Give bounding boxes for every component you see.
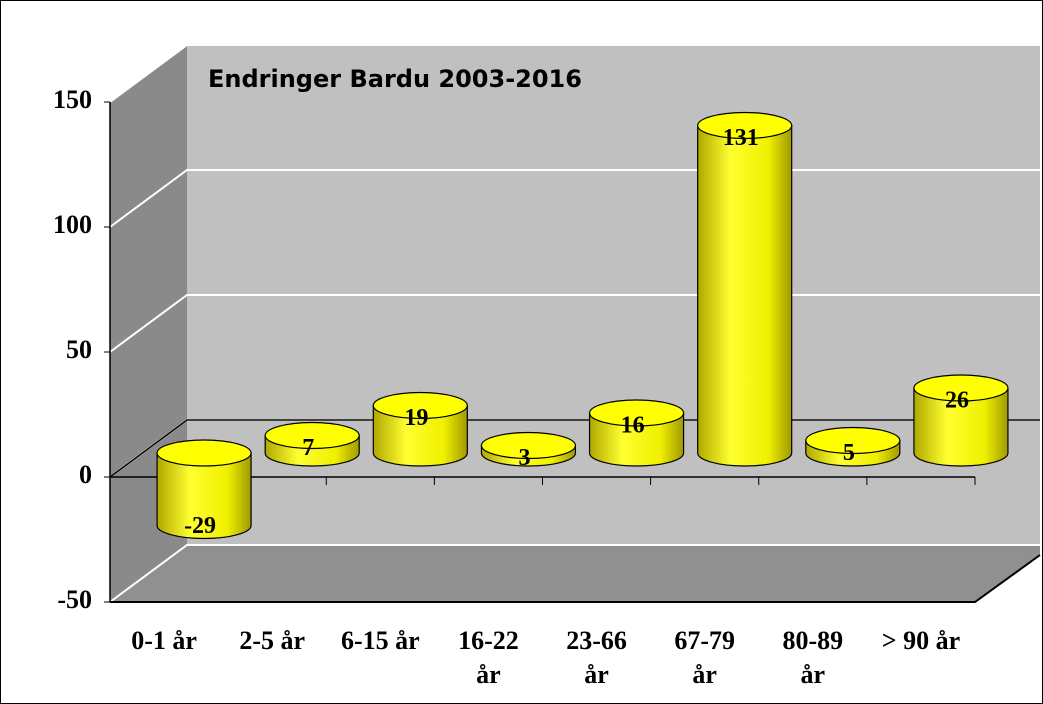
x-tick-label: 2-5 år xyxy=(239,626,306,655)
bar-top xyxy=(913,374,1009,402)
bar xyxy=(913,387,1009,467)
x-tick-label: 16-22 år xyxy=(458,626,519,689)
bar-top xyxy=(805,426,901,455)
floor xyxy=(110,545,1040,602)
bar-top xyxy=(480,431,577,460)
x-tick-label: 80-89 år xyxy=(782,626,844,689)
x-tick-label: > 90 år xyxy=(881,626,961,655)
value-label: 26 xyxy=(945,388,969,414)
x-tick-label: 67-79 år xyxy=(674,626,736,689)
x-tick-label: 6-15 år xyxy=(340,626,420,655)
x-tick-label: 0-1 år xyxy=(131,626,197,655)
value-label: 3 xyxy=(518,445,530,471)
bar-top xyxy=(372,391,468,420)
bar-top xyxy=(264,421,360,450)
y-tick-label: -50 xyxy=(57,585,92,614)
bar-top xyxy=(156,439,252,467)
y-tick-label: 150 xyxy=(53,85,92,114)
value-label: 19 xyxy=(404,405,428,431)
value-label: 5 xyxy=(843,440,855,466)
bar xyxy=(372,404,468,467)
bar-top xyxy=(588,399,685,427)
chart-title: Endringer Bardu 2003-2016 xyxy=(208,65,582,93)
y-tick-label: 50 xyxy=(66,335,92,364)
value-label: -29 xyxy=(184,513,216,539)
floor-edge xyxy=(110,554,1041,603)
grid-line xyxy=(109,544,1040,603)
bar xyxy=(156,452,252,540)
value-label: 7 xyxy=(302,435,314,461)
y-tick-label: 0 xyxy=(79,460,92,489)
grid-line xyxy=(109,44,1040,103)
value-label: 16 xyxy=(621,413,645,439)
y-tick-label: 100 xyxy=(53,210,92,239)
bar xyxy=(697,124,793,467)
bar xyxy=(588,412,685,467)
value-label: 131 xyxy=(723,125,759,151)
bar-top xyxy=(697,111,793,140)
x-tick-label: 23-66 år xyxy=(566,626,627,689)
